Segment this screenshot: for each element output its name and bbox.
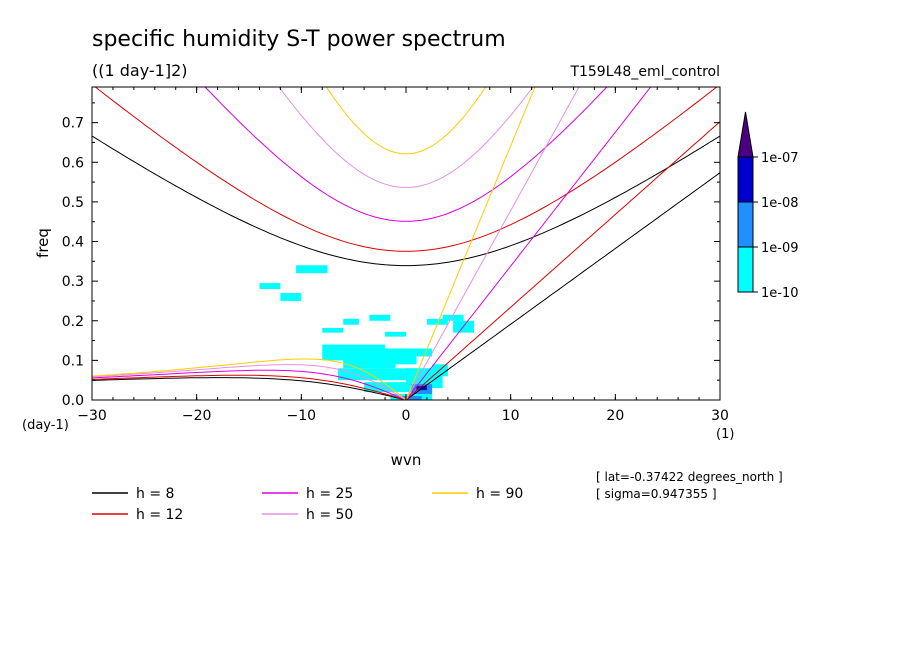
kelvin-curve bbox=[405, 87, 580, 400]
power-cell bbox=[385, 348, 417, 365]
chart-subtitle: ((1 day-1]2) bbox=[92, 61, 188, 80]
x-tick-label: −10 bbox=[287, 408, 317, 424]
power-cell bbox=[343, 318, 359, 325]
colorbar-segment bbox=[737, 246, 754, 293]
colorbar-extend-arrow bbox=[737, 111, 754, 158]
power-cell bbox=[259, 283, 281, 290]
y-tick-label: 0.2 bbox=[62, 314, 84, 330]
inertia-gravity-curve bbox=[92, 135, 720, 267]
legend-label: h = 12 bbox=[136, 507, 183, 523]
colorbar-segment bbox=[737, 201, 754, 248]
y-tick-label: 0.7 bbox=[62, 116, 84, 132]
legend: h = 8 h = 12 h = 25 h = 50 h = 90 bbox=[92, 486, 523, 523]
power-cell bbox=[296, 265, 328, 274]
colorbar-label: 1e-10 bbox=[761, 286, 799, 301]
colorbar-label: 1e-08 bbox=[761, 196, 799, 211]
rossby-curve bbox=[92, 377, 407, 400]
power-cell bbox=[442, 314, 464, 321]
power-cell bbox=[322, 327, 344, 333]
inertia-gravity-curve bbox=[204, 87, 608, 222]
y-tick-label: 0.4 bbox=[62, 235, 84, 251]
kelvin-curve bbox=[405, 172, 720, 400]
chart-title: specific humidity S-T power spectrum bbox=[92, 27, 506, 52]
kelvin-curve bbox=[405, 87, 652, 400]
x-tick-label: 0 bbox=[402, 408, 411, 424]
colorbar-segment bbox=[737, 156, 754, 203]
y-tick-label: 0.0 bbox=[62, 393, 84, 409]
rossby-curve bbox=[92, 364, 407, 400]
lat-annotation: [ lat=-0.37422 degrees_north ] bbox=[596, 470, 783, 484]
sigma-annotation: [ sigma=0.947355 ] bbox=[596, 487, 717, 501]
y-tick-label: 0.5 bbox=[62, 195, 84, 211]
power-cell bbox=[343, 352, 396, 369]
power-cell bbox=[364, 382, 427, 393]
dispersion-curves bbox=[92, 87, 720, 400]
power-cell bbox=[426, 318, 448, 325]
legend-label: h = 50 bbox=[306, 507, 353, 523]
power-cell bbox=[280, 293, 302, 301]
inertia-gravity-curve bbox=[94, 87, 718, 252]
x-unit-label: (1) bbox=[716, 427, 734, 442]
x-axis: −30 −20 −10 0 10 20 30 bbox=[77, 87, 729, 424]
x-tick-label: −20 bbox=[182, 408, 212, 424]
x-tick-label: 20 bbox=[606, 408, 624, 424]
legend-label: h = 90 bbox=[476, 486, 523, 502]
rossby-curve bbox=[92, 369, 407, 400]
legend-label: h = 8 bbox=[136, 486, 174, 502]
kelvin-curve bbox=[405, 87, 536, 400]
rossby-curve bbox=[92, 374, 407, 400]
power-cell bbox=[385, 331, 406, 337]
legend-label: h = 25 bbox=[306, 486, 353, 502]
run-label: T159L48_eml_control bbox=[569, 64, 720, 80]
x-tick-label: 30 bbox=[711, 408, 729, 424]
inertia-gravity-curve bbox=[325, 87, 487, 155]
colorbar-label: 1e-07 bbox=[761, 151, 799, 166]
x-tick-label: 10 bbox=[502, 408, 520, 424]
x-axis-label: wvn bbox=[391, 451, 422, 469]
y-axis-label: freq bbox=[34, 228, 52, 258]
y-unit-label: (day-1) bbox=[22, 418, 69, 433]
power-cell bbox=[369, 314, 391, 321]
rossby-curve bbox=[92, 358, 407, 400]
kelvin-curve bbox=[405, 121, 720, 400]
y-axis: 0.0 0.1 0.2 0.3 0.4 0.5 0.6 0.7 bbox=[62, 102, 720, 409]
y-tick-label: 0.1 bbox=[62, 353, 84, 369]
colorbar-label: 1e-09 bbox=[761, 241, 799, 256]
y-tick-label: 0.6 bbox=[62, 155, 84, 171]
colorbar: 1e-07 1e-08 1e-09 1e-10 bbox=[737, 111, 799, 301]
inertia-gravity-curve bbox=[278, 87, 534, 189]
y-tick-label: 0.3 bbox=[62, 274, 84, 290]
power-cell bbox=[337, 368, 433, 381]
power-cell bbox=[400, 396, 422, 400]
x-tick-label: −30 bbox=[77, 408, 107, 424]
power-cell bbox=[411, 348, 433, 357]
